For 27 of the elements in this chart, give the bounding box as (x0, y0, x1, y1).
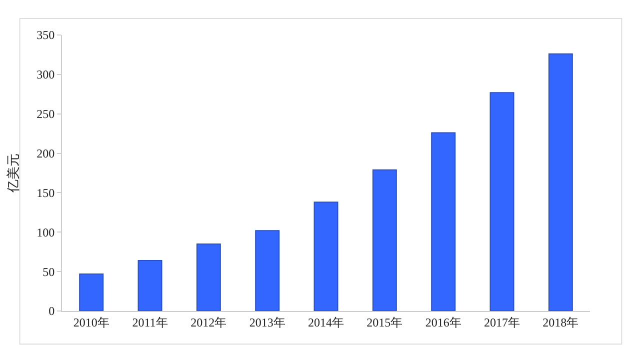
bar (431, 132, 456, 311)
x-tick-label: 2015年 (366, 315, 403, 330)
x-tick-label: 2010年 (73, 315, 110, 330)
x-tick-label: 2011年 (132, 315, 168, 330)
bar (372, 169, 397, 311)
y-axis-title: 亿美元 (6, 154, 22, 194)
x-tick-label: 2017年 (484, 315, 520, 330)
x-tick-label: 2014年 (308, 315, 344, 330)
y-tick-label: 250 (36, 107, 55, 122)
x-tick-label: 2016年 (425, 315, 462, 330)
bar (490, 92, 514, 311)
y-tick-label: 300 (36, 68, 55, 82)
y-tick-label: 200 (36, 146, 55, 160)
bar (548, 53, 573, 311)
y-tick-label: 0 (48, 304, 55, 318)
y-tick-label: 350 (36, 28, 55, 42)
x-tick-label: 2012年 (190, 315, 227, 330)
bar (138, 260, 162, 311)
y-tick-label: 150 (36, 186, 55, 200)
y-tick-label: 100 (36, 225, 55, 240)
y-tick-label: 50 (42, 264, 55, 279)
bar (196, 243, 221, 311)
x-tick-label: 2018年 (542, 315, 579, 330)
x-tick-label: 2013年 (249, 315, 286, 330)
bar (255, 230, 280, 311)
bar (79, 273, 104, 311)
bar (314, 202, 338, 311)
